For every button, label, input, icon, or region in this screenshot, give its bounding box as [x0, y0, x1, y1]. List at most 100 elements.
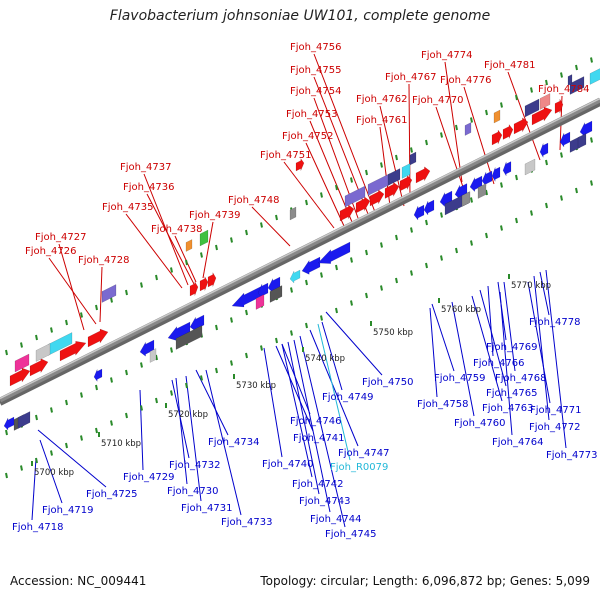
gene-label-fjoh-r0079: Fjoh_R0079	[330, 462, 388, 473]
gene-label-fjoh-4774: Fjoh_4774	[421, 50, 472, 61]
gene-arrow	[531, 106, 553, 126]
tick-mark	[350, 177, 353, 183]
tick-mark	[80, 392, 83, 398]
tick-mark	[500, 225, 503, 231]
tick-mark	[275, 337, 278, 344]
tick-mark	[35, 414, 38, 421]
gene-box	[589, 68, 600, 85]
tick-mark	[350, 300, 353, 306]
tick-mark	[500, 182, 503, 188]
leader-line	[202, 221, 214, 279]
tick-mark	[155, 274, 158, 281]
track-tick-marks	[5, 57, 593, 479]
gene-arrow	[87, 328, 109, 348]
coordinate-ruler: 5700 kbp 5710 kbp 5720 kbp 5730 kbp 5740 kbp…	[31, 274, 551, 478]
tick-mark	[485, 232, 488, 239]
tick-mark	[245, 229, 248, 236]
gene-label-fjoh-4727: Fjoh_4727	[35, 232, 86, 243]
tick-mark	[80, 435, 83, 441]
gene-arrow	[289, 269, 301, 284]
leader-line	[99, 266, 103, 323]
ruler-label: 5740 kbp	[305, 354, 345, 364]
gene-label-fjoh-4749: Fjoh_4749	[322, 392, 373, 403]
ruler-label: 5700 kbp	[34, 468, 74, 478]
gene-arrow	[513, 117, 529, 135]
tick-mark	[230, 317, 233, 323]
tick-mark	[380, 285, 383, 291]
leader-line	[309, 329, 359, 447]
gene-label-fjoh-4770: Fjoh_4770	[412, 95, 463, 106]
gene-label-fjoh-4773: Fjoh_4773	[546, 450, 597, 461]
tick-mark	[410, 147, 413, 153]
tick-mark	[485, 189, 488, 196]
gene-label-fjoh-4737: Fjoh_4737	[120, 162, 171, 173]
gene-label-fjoh-4729: Fjoh_4729	[123, 472, 174, 483]
tick-mark	[500, 102, 503, 108]
leader-line	[487, 285, 494, 357]
gene-arrow	[301, 256, 321, 275]
gene-label-fjoh-4742: Fjoh_4742	[292, 479, 343, 490]
gene-label-fjoh-4751: Fjoh_4751	[260, 150, 311, 161]
leader-line	[533, 275, 550, 421]
tick-mark	[245, 309, 248, 316]
gene-box	[539, 93, 551, 110]
leader-line	[125, 213, 183, 289]
gene-box	[401, 163, 411, 179]
leader-line	[283, 161, 335, 229]
gene-label-fjoh-4767: Fjoh_4767	[385, 72, 436, 83]
tick-mark	[215, 244, 218, 251]
gene-arrow	[413, 204, 425, 221]
tick-mark	[65, 319, 68, 326]
tick-mark	[320, 192, 323, 198]
tick-mark	[290, 330, 293, 336]
gene-arrow	[355, 196, 371, 214]
tick-mark	[365, 292, 368, 299]
gene-box	[35, 343, 51, 362]
gene-label-fjoh-4747: Fjoh_4747	[338, 448, 389, 459]
tick-mark	[230, 237, 233, 243]
leader-line	[444, 61, 463, 183]
tick-mark	[155, 397, 158, 404]
gene-box	[567, 74, 573, 86]
tick-mark	[410, 270, 413, 276]
tick-mark	[410, 227, 413, 233]
gene-label-fjoh-4750: Fjoh_4750	[362, 377, 413, 388]
gene-arrow	[295, 157, 305, 172]
gene-box	[175, 325, 203, 350]
gene-label-fjoh-4738: Fjoh_4738	[151, 224, 202, 235]
tick-mark	[65, 442, 68, 449]
gene-label-fjoh-4725: Fjoh_4725	[86, 489, 137, 500]
gene-label-fjoh-4766: Fjoh_4766	[473, 358, 524, 369]
tick-mark	[5, 472, 8, 479]
leader-line	[325, 311, 383, 376]
tick-mark	[350, 257, 353, 263]
gene-arrow	[384, 181, 400, 199]
tick-mark	[170, 390, 173, 396]
leader-line	[471, 295, 503, 402]
tick-mark	[335, 184, 338, 191]
gene-box	[577, 133, 587, 149]
gene-box	[269, 285, 283, 303]
gene-features	[3, 68, 600, 431]
gene-label-fjoh-4763: Fjoh_4763	[482, 403, 533, 414]
tick-mark	[545, 159, 548, 166]
gene-label-fjoh-4732: Fjoh_4732	[169, 460, 220, 471]
map-title: Flavobacterium johnsoniae UW101, complet…	[109, 8, 491, 24]
gene-label-fjoh-4755: Fjoh_4755	[290, 65, 341, 76]
gene-arrow	[369, 189, 385, 207]
gene-box	[387, 168, 401, 186]
gene-labels: Fjoh_4756 Fjoh_4755 Fjoh_4754 Fjoh_4753 Fjoh…	[12, 42, 597, 540]
tick-mark	[50, 327, 53, 333]
tick-mark	[200, 252, 203, 258]
gene-label-fjoh-4753: Fjoh_4753	[286, 109, 337, 120]
tick-mark	[170, 267, 173, 273]
tick-mark	[200, 375, 203, 381]
gene-label-fjoh-4748: Fjoh_4748	[228, 195, 279, 206]
tick-mark	[125, 369, 128, 376]
tick-mark	[110, 297, 113, 303]
gene-box	[17, 411, 31, 429]
leader-line	[146, 193, 195, 285]
gene-label-fjoh-4734: Fjoh_4734	[208, 437, 259, 448]
leader-line	[313, 53, 376, 213]
